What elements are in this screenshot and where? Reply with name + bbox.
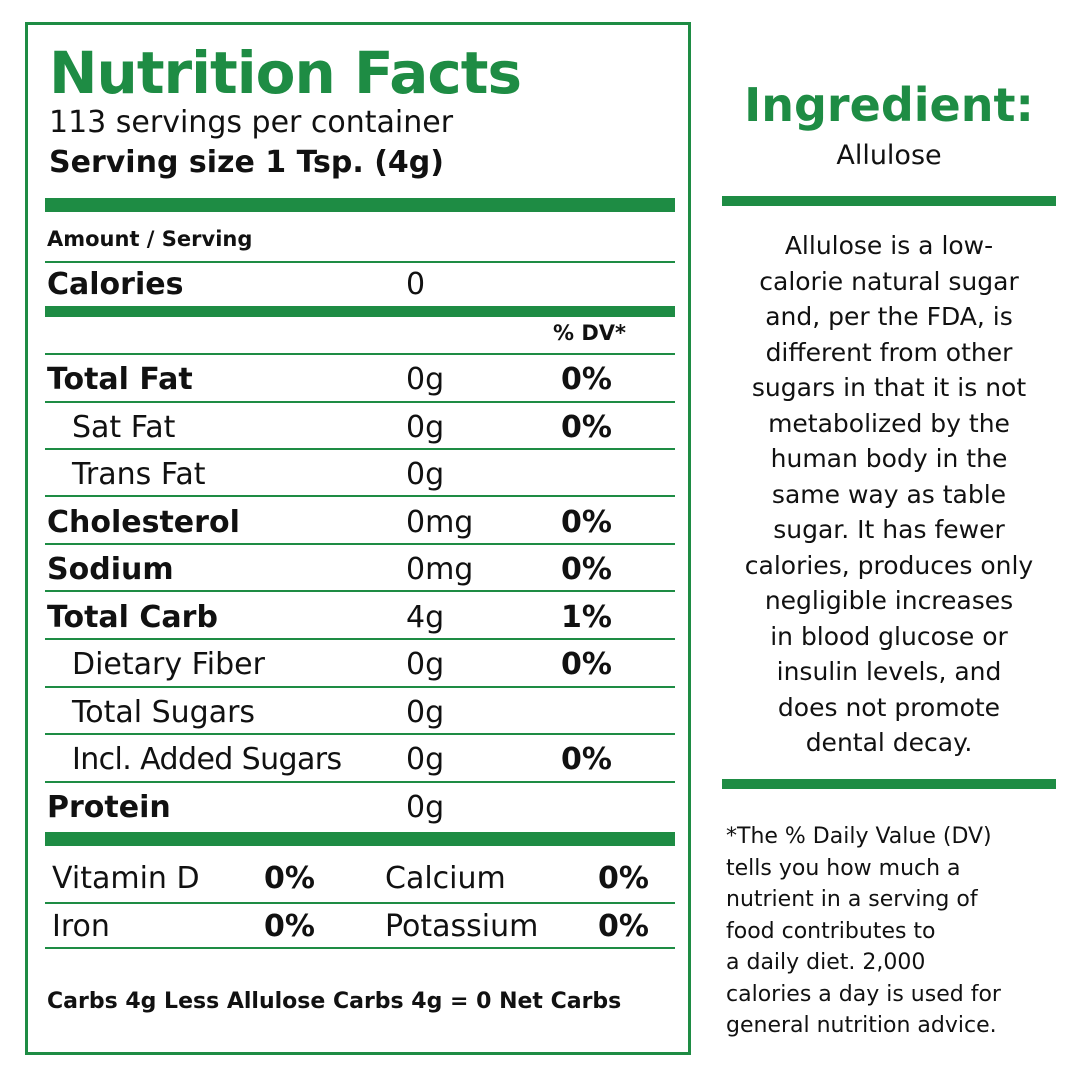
nutrient-amount: 0g xyxy=(406,790,445,825)
nutrient-dv: 1% xyxy=(561,600,612,635)
divider-thin xyxy=(45,495,675,497)
description-line: calorie natural sugar xyxy=(759,266,1019,296)
vitamin-dv: 0% xyxy=(598,861,649,896)
ingredient-divider xyxy=(722,196,1056,206)
divider-thin xyxy=(45,733,675,735)
divider-thin xyxy=(45,401,675,403)
nutrient-dv: 0% xyxy=(561,410,612,445)
divider-thin xyxy=(45,947,675,949)
description-line: and, per the FDA, is xyxy=(765,302,1013,331)
description-line: metabolized by the xyxy=(768,408,1010,438)
nutrient-name: Cholesterol xyxy=(47,505,240,540)
calories-value: 0 xyxy=(406,267,426,302)
divider-thick xyxy=(45,832,675,846)
nutrition-title: Nutrition Facts xyxy=(49,39,522,107)
nutrient-amount: 0mg xyxy=(406,505,474,540)
description-line: human body in the xyxy=(770,444,1008,473)
nutrient-name: Total Fat xyxy=(47,362,193,397)
vitamin-name: Iron xyxy=(52,909,110,944)
vitamin-dv: 0% xyxy=(598,909,649,944)
description-line: dental decay. xyxy=(805,728,973,757)
divider-thick xyxy=(45,306,675,317)
nutrient-amount: 0g xyxy=(406,695,445,730)
divider-thin xyxy=(45,448,675,450)
ingredient-name: Allulose xyxy=(836,140,942,171)
description-line: insulin levels, and xyxy=(776,657,1002,686)
divider-thin xyxy=(45,686,675,688)
dv-footnote: *The % Daily Value (DV) tells you how mu… xyxy=(726,821,1056,1042)
description-line: sugars in that it is not xyxy=(751,373,1027,402)
description-line: sugar. It has fewer xyxy=(773,515,1005,544)
footnote-line: tells you how much a xyxy=(726,855,961,881)
description-line: does not promote xyxy=(777,692,1001,722)
ingredient-title: Ingredient: xyxy=(744,78,1034,132)
nutrient-name: Sat Fat xyxy=(72,410,176,445)
serving-size: Serving size 1 Tsp. (4g) xyxy=(49,145,444,180)
footnote-line: general nutrition advice. xyxy=(726,1013,997,1038)
nutrient-dv: 0% xyxy=(561,742,612,777)
divider-thin xyxy=(45,353,675,355)
description-line: different from other xyxy=(765,337,1013,367)
divider-thin xyxy=(45,261,675,263)
amount-per-serving: Amount / Serving xyxy=(47,227,253,251)
vitamin-dv: 0% xyxy=(264,861,315,896)
divider-thin xyxy=(45,902,675,904)
nutrient-amount: 0g xyxy=(406,457,445,492)
footnote-divider xyxy=(722,779,1056,789)
nutrient-name: Dietary Fiber xyxy=(72,647,265,682)
nutrient-amount: 0g xyxy=(406,647,445,682)
divider-thick xyxy=(45,198,675,212)
nutrient-name: Protein xyxy=(47,790,171,825)
footnote-line: nutrient in a serving of xyxy=(726,887,978,912)
net-carbs-statement: Carbs 4g Less Allulose Carbs 4g = 0 Net … xyxy=(47,989,622,1014)
footnote-line: calories a day is used for xyxy=(726,981,1001,1007)
nutrient-dv: 0% xyxy=(561,647,612,682)
vitamin-name: Vitamin D xyxy=(52,861,200,896)
divider-thin xyxy=(45,781,675,783)
calories-label: Calories xyxy=(47,267,184,302)
footnote-line: *The % Daily Value (DV) xyxy=(726,824,992,849)
vitamin-name: Potassium xyxy=(385,909,539,944)
nutrient-name: Total Sugars xyxy=(72,695,256,730)
servings-per-container: 113 servings per container xyxy=(49,105,454,140)
nutrition-facts-panel: Nutrition Facts 113 servings per contain… xyxy=(25,22,691,1055)
nutrient-amount: 0g xyxy=(406,410,445,445)
nutrient-name: Trans Fat xyxy=(72,457,206,492)
vitamin-name: Calcium xyxy=(385,861,506,896)
description-line: calories, produces only xyxy=(744,550,1034,580)
nutrient-name: Sodium xyxy=(47,552,174,587)
nutrient-name: Total Carb xyxy=(47,600,218,635)
divider-thin xyxy=(45,638,675,640)
nutrient-dv: 0% xyxy=(561,362,612,397)
nutrient-amount: 0g xyxy=(406,362,445,397)
description-line: negligible increases xyxy=(764,586,1014,615)
description-line: in blood glucose or xyxy=(770,621,1008,651)
description-line: same way as table xyxy=(771,479,1007,509)
nutrient-amount: 0g xyxy=(406,742,445,777)
vitamin-dv: 0% xyxy=(264,909,315,944)
ingredient-description: Allulose is a low- calorie natural sugar… xyxy=(722,228,1056,761)
divider-thin xyxy=(45,590,675,592)
nutrient-amount: 4g xyxy=(406,600,445,635)
divider-thin xyxy=(45,543,675,545)
nutrient-amount: 0mg xyxy=(406,552,474,587)
dv-header: % DV* xyxy=(553,321,627,345)
footnote-line: a daily diet. 2,000 xyxy=(726,950,926,975)
description-line: Allulose is a low- xyxy=(784,231,994,260)
nutrient-dv: 0% xyxy=(561,505,612,540)
footnote-line: food contributes to xyxy=(726,918,936,944)
nutrient-name: Incl. Added Sugars xyxy=(72,742,342,777)
nutrient-dv: 0% xyxy=(561,552,612,587)
